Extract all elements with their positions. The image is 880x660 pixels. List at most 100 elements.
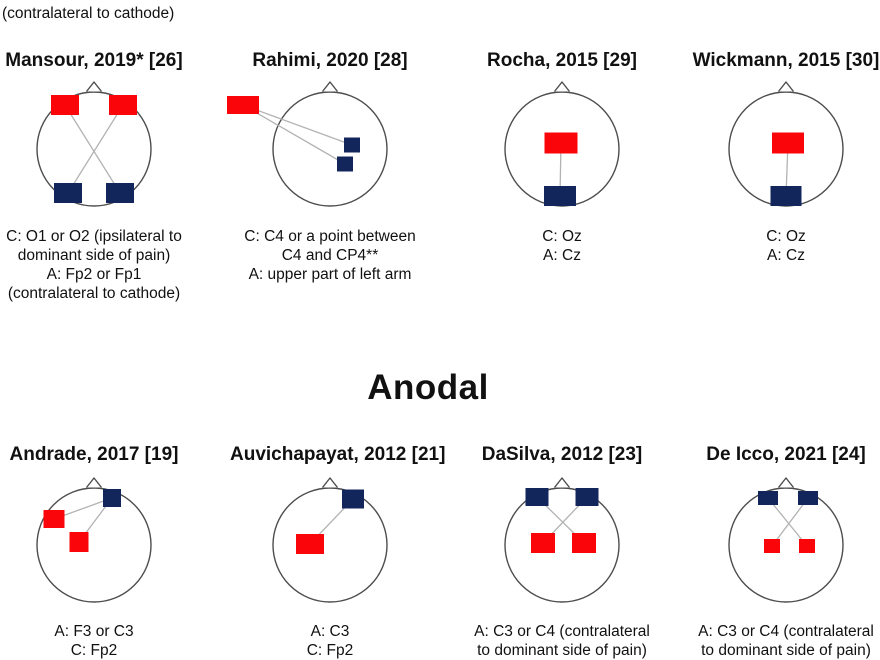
study-block: Andrade, 2017 [19] A: F3 or C3 C: Fp2 bbox=[0, 0, 194, 660]
study-title: DaSilva, 2012 [23] bbox=[481, 444, 643, 465]
study-block: Rahimi, 2020 [28] C: C4 or a point betwee… bbox=[227, 0, 430, 660]
study-title: Rocha, 2015 [29] bbox=[487, 50, 637, 71]
study-block: Auvichapayat, 2012 [21] A: C3 C: Fp2 bbox=[230, 0, 446, 660]
caption-line: A: Cz bbox=[543, 247, 581, 264]
caption-line: to dominant side of pain) bbox=[477, 642, 647, 659]
top-note-fragment: (contralateral to cathode) bbox=[2, 5, 175, 22]
caption-line: C: C4 or a point between bbox=[244, 228, 416, 245]
nose-marker bbox=[777, 81, 795, 92]
caption-line: C: Fp2 bbox=[70, 642, 118, 659]
nose-marker bbox=[553, 81, 571, 92]
head-diagram bbox=[272, 477, 388, 603]
head-diagram bbox=[36, 477, 152, 603]
electrode-wire bbox=[785, 142, 789, 197]
head-diagram bbox=[36, 81, 152, 207]
head-outline bbox=[728, 487, 844, 603]
study-title: Mansour, 2019* [26] bbox=[5, 50, 183, 71]
caption-line: to dominant side of pain) bbox=[701, 642, 871, 659]
nose-marker bbox=[321, 81, 339, 92]
electrode-wire bbox=[78, 497, 113, 543]
nose-marker bbox=[85, 477, 103, 488]
montage-caption: A: C3 or C4 (contralateral to dominant si… bbox=[686, 622, 880, 660]
electrode-wire bbox=[242, 104, 346, 165]
caption-line: A: Fp2 or Fp1 bbox=[46, 266, 142, 283]
head-diagram bbox=[728, 81, 844, 207]
cathode-electrode bbox=[758, 491, 778, 505]
cathode-electrode bbox=[798, 491, 818, 505]
electrode-wire bbox=[536, 496, 585, 544]
montage-caption: C: Oz A: Cz bbox=[462, 227, 662, 265]
head-outline bbox=[36, 91, 152, 207]
head-outline bbox=[728, 91, 844, 207]
anode-electrode bbox=[109, 95, 137, 115]
anode-electrode bbox=[772, 132, 804, 154]
study-title: Auvichapayat, 2012 [21] bbox=[230, 444, 446, 465]
caption-line: A: Cz bbox=[767, 247, 805, 264]
study-title: Rahimi, 2020 [28] bbox=[252, 50, 408, 71]
nose-marker bbox=[553, 477, 571, 488]
caption-line: dominant side of pain) bbox=[17, 247, 171, 264]
caption-line: C: Oz bbox=[542, 228, 582, 245]
caption-line: C4 and CP4** bbox=[281, 247, 379, 264]
montage-caption: A: F3 or C3 C: Fp2 bbox=[0, 622, 194, 660]
study-block: Wickmann, 2015 [30] C: Oz A: Cz bbox=[686, 0, 880, 660]
caption-line: C: Oz bbox=[766, 228, 806, 245]
electrode-wire bbox=[309, 498, 354, 545]
electrode-wire bbox=[53, 497, 113, 520]
study-title: De Icco, 2021 [24] bbox=[706, 444, 866, 465]
head-outline bbox=[272, 487, 388, 603]
anode-electrode bbox=[51, 95, 79, 115]
caption-line: (contralateral to cathode) bbox=[7, 285, 181, 302]
electrode-wire bbox=[542, 496, 588, 544]
nose-marker bbox=[85, 81, 103, 92]
head-outline bbox=[504, 91, 620, 207]
study-title: Wickmann, 2015 [30] bbox=[692, 50, 880, 71]
caption-line: A: C3 bbox=[310, 623, 350, 640]
study-block: De Icco, 2021 [24] A: C3 or C4 (contralat… bbox=[686, 0, 880, 660]
cathode-electrode bbox=[525, 488, 549, 506]
electrode-wire bbox=[559, 142, 562, 197]
cathode-electrode bbox=[770, 186, 802, 206]
cathode-electrode bbox=[54, 183, 82, 203]
cathode-electrode bbox=[544, 186, 576, 206]
anode-electrode bbox=[572, 533, 596, 553]
cathode-electrode bbox=[106, 183, 134, 203]
head-outline bbox=[272, 91, 388, 207]
caption-line: A: F3 or C3 bbox=[54, 623, 134, 640]
montage-caption: C: O1 or O2 (ipsilateral to dominant side… bbox=[0, 227, 194, 303]
head-diagram bbox=[227, 81, 388, 207]
head-outline bbox=[36, 487, 152, 603]
head-diagram bbox=[728, 477, 844, 603]
nose-marker bbox=[777, 477, 795, 488]
head-diagram bbox=[504, 81, 620, 207]
anode-electrode bbox=[227, 96, 259, 114]
section-heading-anodal: Anodal bbox=[367, 368, 489, 407]
cathode-electrode bbox=[337, 156, 353, 172]
study-block: Mansour, 2019* [26] C: O1 or O2 (ipsilate… bbox=[0, 0, 194, 660]
cathode-electrode bbox=[575, 488, 599, 506]
nose-marker bbox=[321, 477, 339, 488]
head-outline bbox=[504, 487, 620, 603]
electrode-wire bbox=[64, 104, 121, 194]
anode-electrode bbox=[799, 539, 815, 553]
study-block: Rocha, 2015 [29] C: Oz A: Cz bbox=[462, 0, 662, 660]
head-diagram bbox=[504, 477, 620, 603]
montage-caption: A: C3 or C4 (contralateral to dominant si… bbox=[462, 622, 662, 660]
electrode-wire bbox=[771, 497, 809, 547]
anode-electrode bbox=[69, 532, 89, 552]
cathode-electrode bbox=[342, 489, 364, 509]
anode-electrode bbox=[531, 533, 555, 553]
cathode-electrode bbox=[103, 489, 121, 507]
study-title: Andrade, 2017 [19] bbox=[9, 444, 179, 465]
electrode-wire bbox=[67, 104, 124, 194]
cathode-electrode bbox=[344, 137, 360, 153]
anode-electrode bbox=[544, 132, 578, 154]
caption-line: A: C3 or C4 (contralateral bbox=[474, 623, 650, 640]
montage-caption: C: Oz A: Cz bbox=[686, 227, 880, 265]
caption-line: C: Fp2 bbox=[306, 642, 354, 659]
electrode-wire bbox=[767, 497, 808, 547]
anode-electrode bbox=[764, 539, 780, 553]
